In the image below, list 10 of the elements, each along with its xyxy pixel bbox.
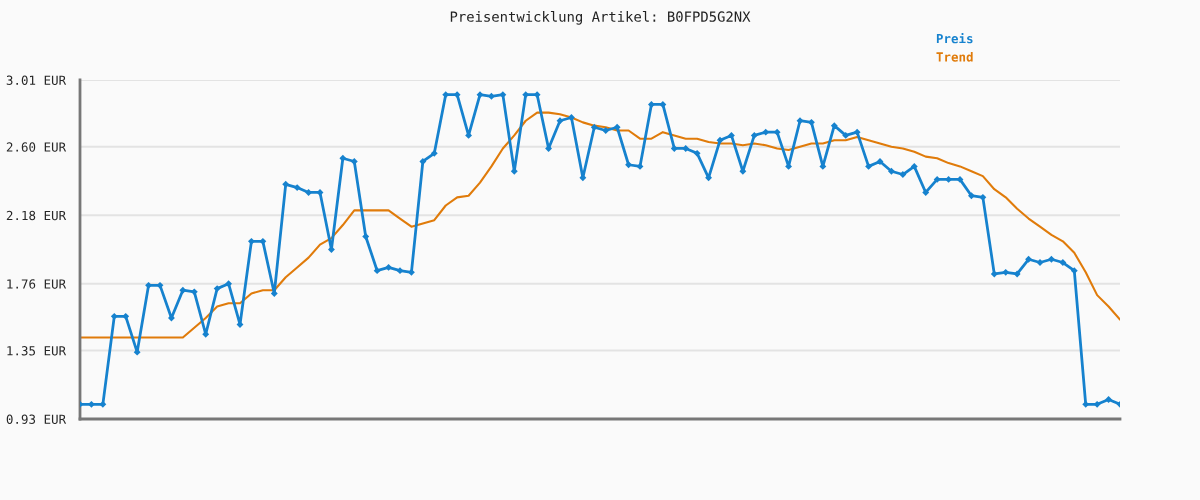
- chart-title: Preisentwicklung Artikel: B0FPD5G2NX: [450, 11, 751, 25]
- y-tick-label: 2.60 EUR: [6, 142, 67, 152]
- y-tick-label: 0.93 EUR: [6, 414, 67, 424]
- y-tick-label: 1.76 EUR: [7, 279, 67, 289]
- y-tick-label: 3.01 EUR: [6, 75, 67, 85]
- line-series: [80, 111, 1120, 339]
- text: Trend: [936, 51, 973, 62]
- y-tick-label: 1.35 EUR: [7, 346, 67, 356]
- y-tick-label: 2.18 EUR: [6, 210, 67, 221]
- text: Preis: [936, 32, 973, 44]
